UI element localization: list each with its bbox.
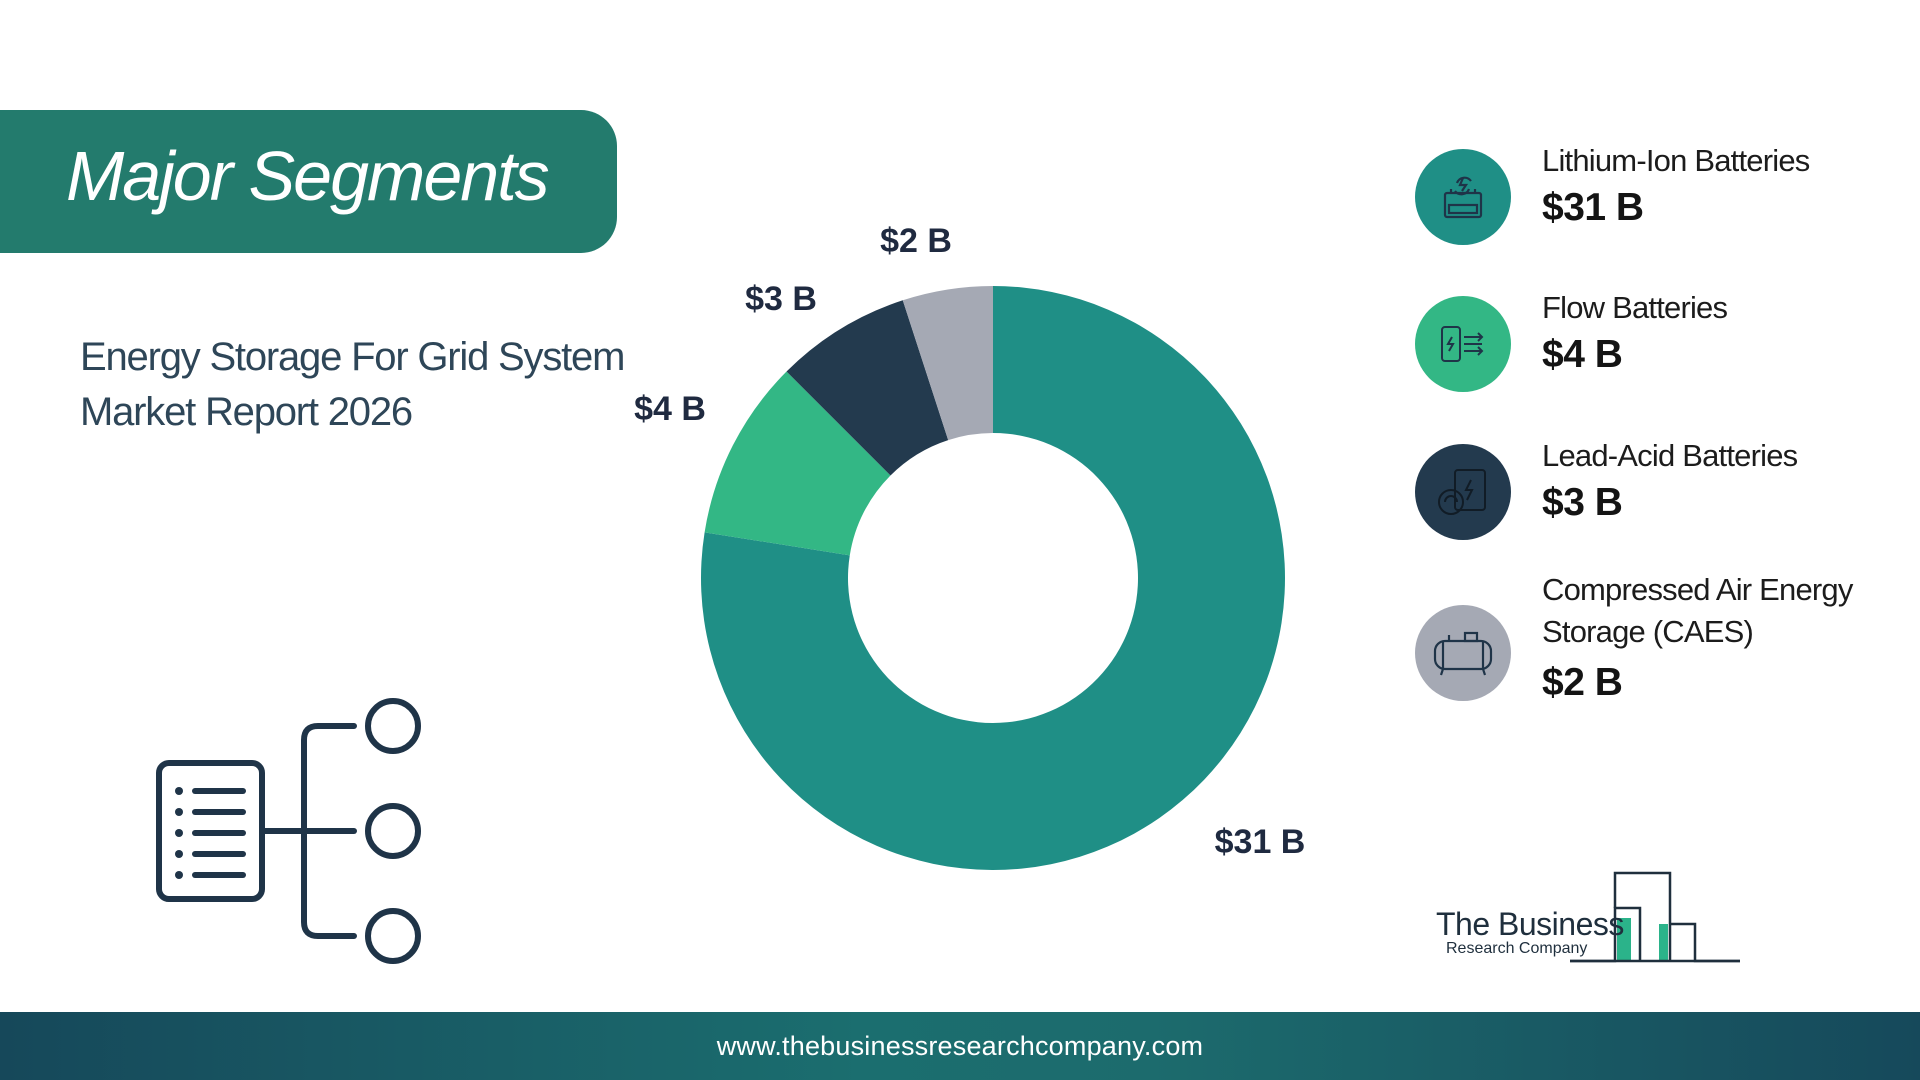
- data-label: $2 B: [880, 222, 952, 260]
- data-label: $4 B: [634, 390, 706, 428]
- data-label: $31 B: [1215, 823, 1306, 861]
- logo-text-line-2: Research Company: [1446, 940, 1588, 957]
- segments-tree-icon: [156, 698, 421, 964]
- header-banner: [0, 110, 617, 253]
- legend-value: $31 B: [1542, 186, 1644, 229]
- slice-lithium-ion: [700, 286, 1286, 871]
- company-logo: The Business Research Company: [1430, 870, 1750, 970]
- legend-value: $3 B: [1542, 481, 1623, 524]
- page-title: Major Segments: [66, 137, 550, 215]
- footer-url-link[interactable]: www.thebusinessresearchcompany.com: [716, 1030, 1204, 1061]
- subtitle-line-1: Energy Storage For Grid System: [80, 335, 625, 379]
- subtitle-line-2: Market Report 2026: [80, 390, 413, 434]
- flow-battery-icon: [1415, 296, 1511, 392]
- report-subtitle: Energy Storage For Grid System Market Re…: [80, 330, 640, 440]
- footer-bar: www.thebusinessresearchcompany.com: [0, 1012, 1920, 1080]
- logo-bars-icon: [1570, 871, 1740, 963]
- legend-label: Lithium-Ion Batteries: [1542, 143, 1810, 178]
- legend-label: Flow Batteries: [1542, 290, 1728, 325]
- data-label: $3 B: [745, 280, 817, 318]
- slice-flow-batteries: [704, 371, 891, 556]
- legend-value: $4 B: [1542, 333, 1623, 376]
- slice-lead-acid: [786, 300, 949, 476]
- slice-caes: [902, 286, 993, 441]
- legend-label: Lead-Acid Batteries: [1542, 438, 1798, 473]
- lead-acid-battery-icon: [1415, 444, 1511, 540]
- legend-label-line-2: Storage (CAES): [1542, 614, 1754, 649]
- compressed-air-tank-icon: [1415, 605, 1511, 701]
- li-ion-battery-icon: [1415, 149, 1511, 245]
- logo-text-line-1: The Business: [1436, 906, 1624, 942]
- legend-label-line-1: Compressed Air Energy: [1542, 572, 1853, 607]
- legend-value: $2 B: [1542, 661, 1623, 704]
